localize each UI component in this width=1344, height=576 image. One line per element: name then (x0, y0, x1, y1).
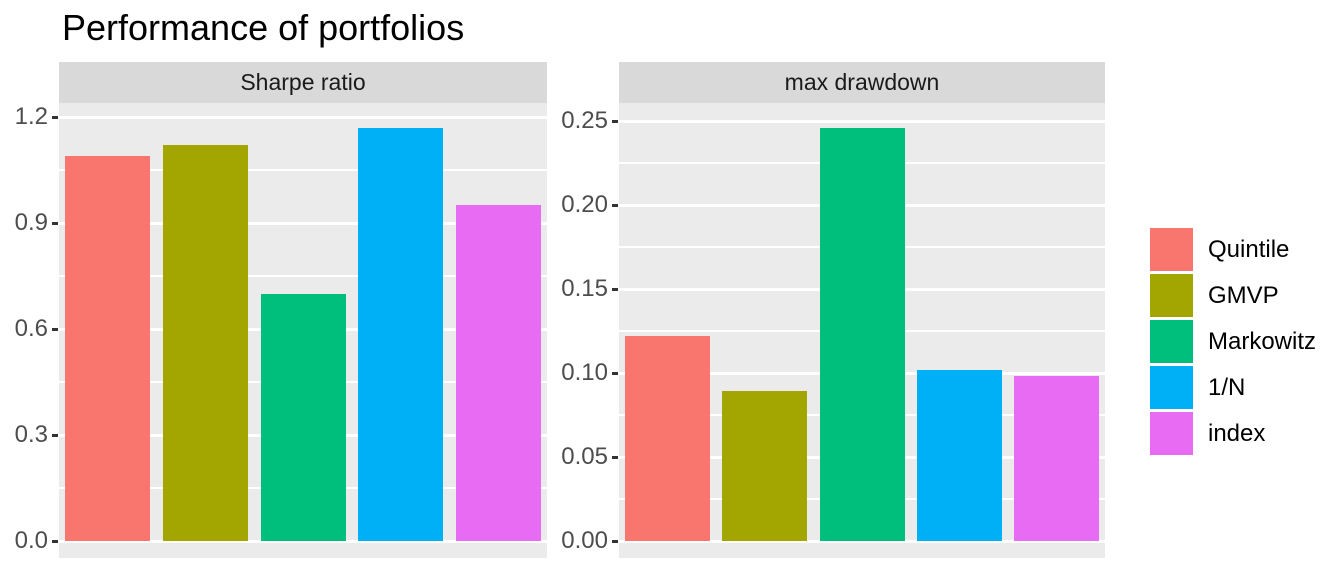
bar-quintile (625, 336, 711, 541)
y-axis-tick-label: 0.05 (561, 443, 608, 470)
bar-gmvp (722, 391, 808, 541)
bar-markowitz (260, 293, 346, 541)
legend-swatch-index (1150, 412, 1193, 455)
bar-1-n (358, 127, 444, 541)
gridline-minor (59, 169, 547, 171)
legend-label-index: index (1208, 420, 1266, 447)
legend-swatch-quintile (1150, 228, 1193, 271)
bar-gmvp (162, 145, 248, 541)
y-axis-tick-label: 0.9 (14, 209, 48, 236)
y-axis-tick (52, 539, 58, 543)
facet-strip-max-drawdown: max drawdown (619, 62, 1105, 103)
y-axis-tick-label: 0.15 (561, 275, 608, 302)
y-axis-tick-label: 0.3 (14, 421, 48, 448)
facet-strip-sharpe-ratio: Sharpe ratio (59, 62, 547, 103)
bar-index (1013, 376, 1099, 541)
y-axis-tick-label: 0.0 (14, 527, 48, 554)
y-axis-tick (612, 287, 618, 291)
chart-title: Performance of portfolios (62, 7, 465, 48)
bar-1-n (916, 369, 1002, 541)
y-axis-tick (612, 455, 618, 459)
y-axis-tick (612, 119, 618, 123)
y-axis-tick (612, 371, 618, 375)
gridline-major (619, 119, 1105, 123)
gridline-major (59, 115, 547, 119)
gridline-minor (59, 275, 547, 277)
y-axis-tick (612, 203, 618, 207)
panel-sharpe-ratio (59, 103, 547, 558)
bar-index (455, 205, 541, 541)
gridline-major (59, 221, 547, 225)
y-axis-tick (612, 539, 618, 543)
y-axis-tick-label: 0.6 (14, 315, 48, 342)
legend-swatch-markowitz (1150, 320, 1193, 363)
y-axis-tick (52, 115, 58, 119)
gridline-major (619, 539, 1105, 543)
legend-label-gmvp: GMVP (1208, 282, 1279, 309)
y-axis-tick-label: 0.10 (561, 359, 608, 386)
legend-label-1-n: 1/N (1208, 374, 1246, 401)
y-axis-tick-label: 0.20 (561, 191, 608, 218)
y-axis-tick-label: 1.2 (14, 103, 48, 130)
panel-max-drawdown (619, 103, 1105, 558)
legend-swatch-1-n (1150, 366, 1193, 409)
y-axis-tick (52, 327, 58, 331)
legend-label-markowitz: Markowitz (1208, 328, 1317, 355)
bar-quintile (65, 155, 151, 541)
y-axis-tick (52, 433, 58, 437)
y-axis-tick-label: 0.25 (561, 107, 608, 134)
legend-swatch-gmvp (1150, 274, 1193, 317)
y-axis-tick-label: 0.00 (561, 527, 608, 554)
gridline-major (59, 539, 547, 543)
y-axis-tick (52, 221, 58, 225)
legend-label-quintile: Quintile (1208, 236, 1290, 263)
bar-markowitz (819, 127, 905, 541)
